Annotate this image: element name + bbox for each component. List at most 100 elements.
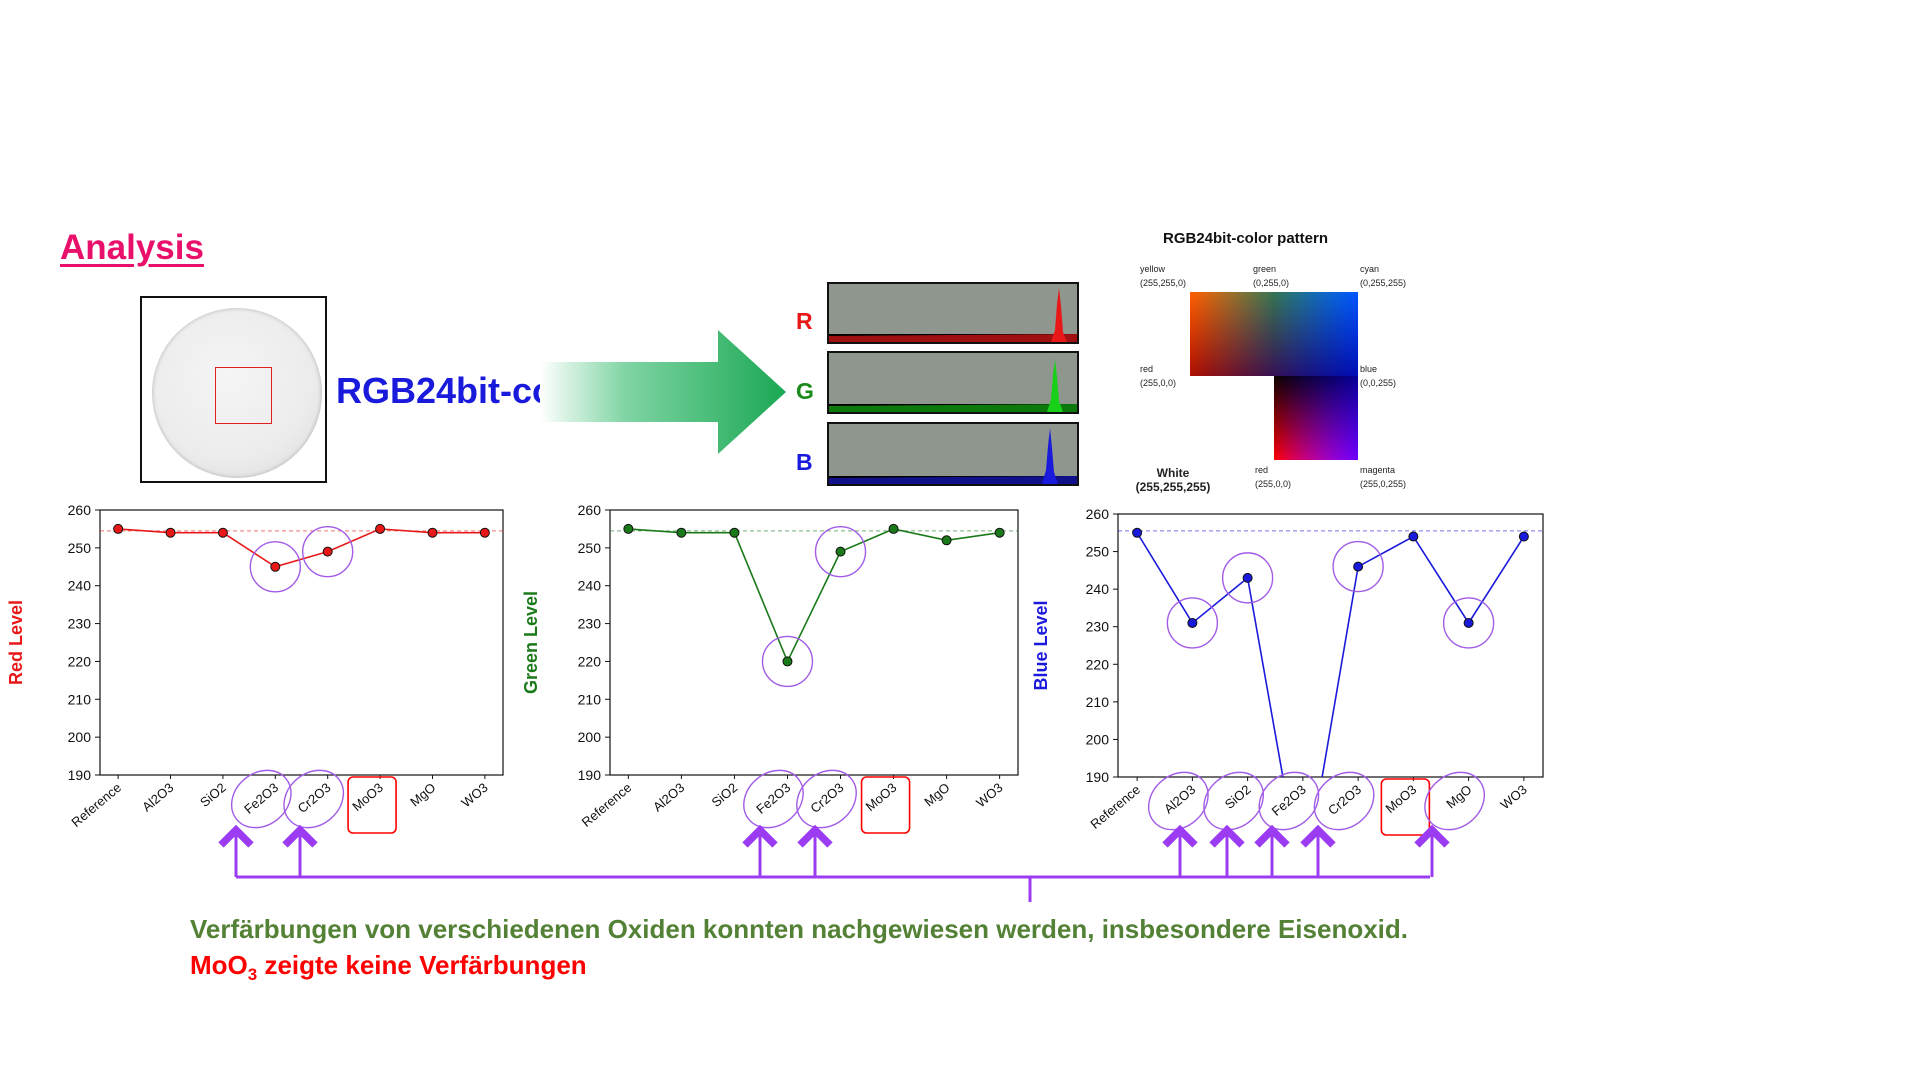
data-point (375, 523, 386, 534)
label-highlight-ellipse (1258, 771, 1320, 831)
pattern-label-cyan: cyan (0,255,255) (1360, 264, 1407, 288)
point-highlight-circle (249, 541, 302, 593)
y-tick-label: 210 (68, 691, 92, 707)
data-point (676, 527, 687, 538)
y-tick-label: 210 (578, 691, 602, 707)
y-tick-label: 260 (1086, 506, 1110, 522)
label-highlight-ellipse (283, 769, 345, 829)
data-point (427, 527, 438, 538)
x-tick-label: Fe2O3 (753, 780, 793, 817)
y-tick-label: 220 (578, 653, 602, 669)
label-highlight-ellipse (1424, 771, 1485, 831)
data-point (941, 535, 952, 546)
series-line (118, 528, 485, 568)
label-highlight-ellipse (1203, 771, 1264, 831)
y-tick-label: 260 (578, 502, 602, 518)
data-point (1187, 617, 1198, 628)
histogram-red (827, 282, 1079, 344)
x-tick-label: Cr2O3 (295, 780, 334, 816)
data-point (479, 527, 490, 538)
y-tick-label: 250 (68, 540, 92, 556)
y-tick-label: 190 (68, 767, 92, 783)
data-point (1463, 617, 1474, 628)
y-axis-label: Red Level (6, 600, 26, 685)
histogram-b-label: B (796, 449, 813, 475)
x-tick-label: MoO3 (349, 780, 386, 814)
histogram-green (827, 351, 1079, 414)
label-highlight-ellipse (1148, 771, 1209, 831)
x-tick-label: WO3 (1497, 782, 1529, 813)
conversion-arrow (540, 330, 786, 454)
data-point (322, 546, 333, 557)
data-point (113, 523, 124, 534)
y-tick-label: 190 (1086, 769, 1110, 785)
y-tick-label: 220 (1086, 656, 1110, 672)
histogram-g-label: G (796, 378, 814, 404)
x-tick-label: Fe2O3 (241, 780, 281, 817)
x-tick-label: SiO2 (1222, 782, 1254, 812)
data-point (217, 527, 228, 538)
y-tick-label: 250 (1086, 544, 1110, 560)
sample-photo (140, 296, 327, 483)
y-tick-label: 190 (578, 767, 602, 783)
x-tick-label: Fe2O3 (1269, 782, 1309, 819)
y-tick-label: 240 (68, 578, 92, 594)
slide-title: Analysis (60, 228, 204, 267)
conclusion-moo3-text: MoO3 zeigte keine Verfärbungen (190, 950, 587, 985)
point-highlight-circle (1221, 552, 1274, 604)
y-tick-label: 220 (68, 653, 92, 669)
pattern-label-magenta: magenta (255,0,255) (1360, 465, 1407, 489)
plot-frame (1117, 513, 1544, 778)
x-tick-label: MgO (407, 780, 438, 810)
y-tick-label: 230 (578, 616, 602, 632)
sample-disc (152, 308, 322, 478)
point-highlight-circle (301, 525, 354, 578)
region-of-interest-box (215, 367, 272, 424)
series-line (628, 528, 1000, 664)
x-tick-label: MoO3 (1383, 782, 1420, 816)
label-highlight-ellipse (796, 769, 857, 829)
data-point (623, 523, 634, 534)
pattern-label-green: green (0,255,0) (1253, 264, 1290, 288)
label-box (860, 776, 911, 834)
data-point (1408, 531, 1419, 542)
data-point (782, 656, 793, 667)
pattern-label-red-left: red (255,0,0) (1140, 364, 1177, 388)
highlight-bracket (218, 824, 1450, 902)
point-highlight-circle (1166, 597, 1219, 649)
rgb-color-pattern (1190, 292, 1358, 460)
pattern-label-white: White (255,255,255) (1135, 466, 1211, 494)
label-highlight-ellipse (230, 769, 292, 829)
plot-frame (99, 509, 504, 776)
x-tick-label: Al2O3 (1161, 782, 1198, 817)
y-tick-label: 250 (578, 540, 602, 556)
point-highlight-circle (1442, 597, 1495, 649)
x-tick-label: Cr2O3 (807, 780, 846, 816)
y-tick-label: 210 (1086, 694, 1110, 710)
label-highlight-ellipse (743, 769, 804, 829)
x-tick-label: WO3 (973, 780, 1005, 811)
data-point (1242, 572, 1253, 583)
y-tick-label: 240 (578, 578, 602, 594)
y-tick-label: 200 (1086, 731, 1110, 747)
y-tick-label: 230 (1086, 619, 1110, 635)
point-highlight-circle (761, 635, 814, 688)
x-tick-label: MgO (1443, 782, 1474, 812)
y-tick-label: 200 (68, 729, 92, 745)
data-point (1518, 531, 1529, 542)
x-tick-label: SiO2 (197, 780, 229, 810)
pattern-label-yellow: yellow (255,255,0) (1140, 264, 1187, 288)
x-tick-label: WO3 (458, 780, 490, 811)
pattern-label-red-bottom: red (255,0,0) (1255, 465, 1292, 489)
histogram-r-label: R (796, 308, 813, 334)
label-box (1380, 778, 1431, 836)
data-point (165, 527, 176, 538)
y-tick-label: 260 (68, 502, 92, 518)
histogram-blue (827, 422, 1079, 486)
data-point (1353, 561, 1364, 572)
x-tick-label: SiO2 (709, 780, 741, 810)
data-point (729, 527, 740, 538)
